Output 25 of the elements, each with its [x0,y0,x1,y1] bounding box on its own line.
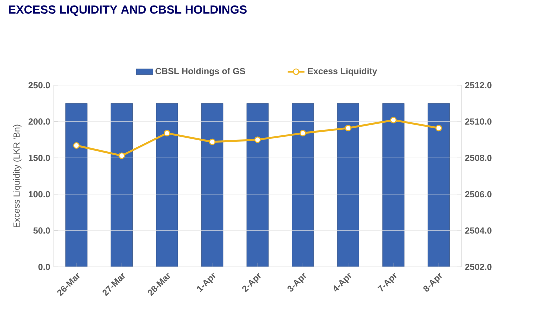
point [345,124,352,132]
legend-label: CBSL Holdings of GS [156,68,246,76]
y-tick-label: 250.0 [28,82,50,88]
point [73,142,80,149]
y2-tick-label: 2508.0 [465,154,492,162]
legend-label: Excess Liquidity [308,68,378,76]
point [254,136,262,144]
y-axis-title: Excess Liquidity (LKR 'Bn) [13,124,22,228]
point [209,138,216,146]
y2-tick-label: 2506.0 [465,191,492,198]
point [390,116,397,124]
y-tick-label: 50.0 [34,228,50,234]
y-tick-label: 150.0 [28,154,50,162]
y2-tick-label: 2510.0 [465,118,492,125]
point [300,130,306,136]
y2-tick-label: 2512.0 [465,82,492,88]
y2-tick-label: 2504.0 [465,228,492,234]
y-tick-label: 100.0 [28,191,50,198]
point [118,152,126,160]
point [164,130,170,136]
chart-title: EXCESS LIQUIDITY AND CBSL HOLDINGS [9,5,247,16]
y-tick-label: 0.0 [38,264,50,270]
y-tick-label: 200.0 [28,118,50,125]
y2-tick-label: 2502.0 [465,264,492,270]
point [436,124,442,132]
